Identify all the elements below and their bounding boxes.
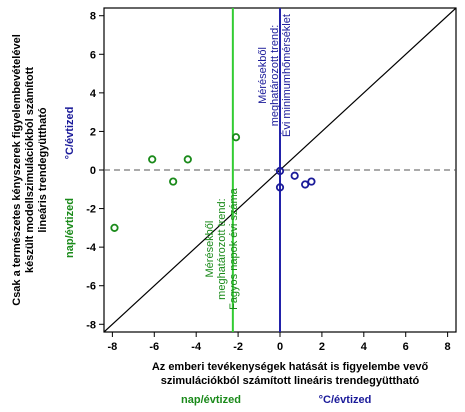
min-temp-trend-label-line-2: meghatározott trend: — [269, 25, 281, 127]
x-tick-label: -2 — [233, 341, 243, 353]
min-temp-point — [275, 183, 285, 192]
x-tick-label: 8 — [445, 341, 451, 353]
min-temp-point — [290, 171, 299, 180]
x-tick-label: -6 — [149, 341, 159, 353]
x-tick-label: -4 — [191, 341, 202, 353]
y-unit-min-temp: °C/évtized — [64, 107, 76, 160]
x-tick-label: 0 — [277, 341, 283, 353]
x-tick-label: 4 — [361, 341, 368, 353]
frost-days-point — [231, 133, 241, 142]
y-unit-frost-days: nap/évtized — [64, 198, 76, 258]
x-axis-title-line-1: Az emberi tevékenységek hatását is figye… — [152, 361, 429, 373]
frost-days-point — [148, 155, 157, 164]
y-axis-ticks: -8 -6 -4 -2 0 2 4 6 8 — [86, 11, 104, 331]
y-tick-label: -4 — [86, 242, 97, 254]
y-axis-title-line-1: Csak a természetes kényszerek figyelembe… — [11, 34, 23, 306]
x-axis-ticks: -8 -6 -4 -2 0 2 4 6 8 — [107, 332, 451, 353]
x-unit-frost-days: nap/évtized — [181, 394, 241, 406]
min-temp-point — [307, 177, 316, 186]
y-tick-label: 0 — [90, 165, 96, 177]
y-tick-label: -8 — [86, 319, 96, 331]
observed-trend-lines — [231, 8, 281, 332]
x-axis-title-line-2: szimulációkból számított lineáris trende… — [161, 375, 420, 387]
min-temp-trend-label-line-3: Évi minimumhőmérséklet — [280, 14, 293, 137]
frost-days-point — [169, 177, 178, 186]
frost-days-point — [183, 155, 192, 164]
frost-days-trend-label-line-1: Mérésekből — [204, 221, 216, 278]
min-temp-point — [275, 166, 285, 176]
data-points — [110, 133, 316, 232]
x-tick-label: 6 — [403, 341, 409, 353]
y-tick-label: 2 — [90, 126, 96, 138]
y-tick-label: -2 — [86, 204, 96, 216]
y-axis-title-line-2: készült modellszimulációkból számított — [24, 67, 36, 273]
x-unit-min-temp: °C/évtized — [319, 394, 372, 406]
x-tick-label: -8 — [107, 341, 117, 353]
frost-days-trend-label-line-2: meghatározott trend: — [216, 198, 228, 300]
y-tick-label: -6 — [86, 281, 96, 293]
y-axis-title-line-3: lineáris trendegyüttható — [37, 107, 49, 233]
frost-days-trend-label-line-3: Fagyos napok évi száma — [228, 187, 240, 310]
x-tick-label: 2 — [319, 341, 325, 353]
y-tick-label: 8 — [90, 11, 96, 23]
observed-trend-labels: Mérésekből meghatározott trend: Fagyos nap… — [204, 14, 293, 310]
min-temp-point — [301, 180, 310, 189]
y-tick-label: 6 — [90, 49, 96, 61]
frost-days-point — [110, 223, 119, 232]
y-tick-label: 4 — [90, 88, 97, 100]
y-axis-title: Csak a természetes kényszerek figyelembe… — [11, 34, 49, 306]
min-temp-trend-label-line-1: Mérésekből — [257, 47, 269, 104]
